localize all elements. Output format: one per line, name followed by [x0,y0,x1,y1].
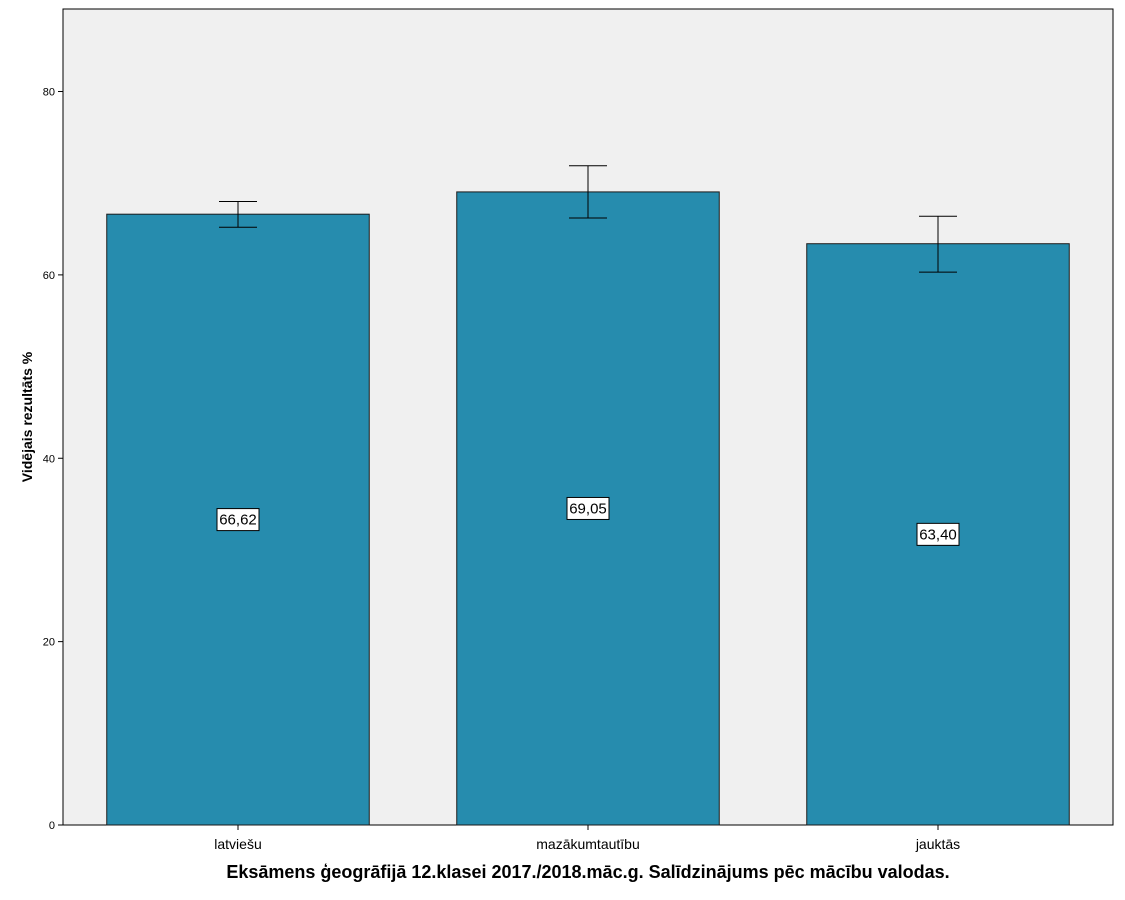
data-label-box [216,508,260,532]
data-labels: 66,62 69,05 63,40 [216,496,960,546]
x-category-label: mazākumtautību [536,836,640,852]
x-axis: latviešu mazākumtautību jauktās [214,825,960,852]
y-tick-label: 40 [43,453,55,465]
bars [106,191,1070,826]
data-label-box [916,522,960,546]
y-tick-label: 20 [43,637,55,649]
x-category-label: jauktās [915,836,960,852]
data-label: 66,62 [219,512,257,529]
x-category-label: latviešu [214,836,261,852]
data-label: 69,05 [569,500,607,517]
y-tick-label: 80 [43,87,55,99]
x-axis-title: Eksāmens ģeogrāfijā 12.klasei 2017./2018… [226,862,949,882]
data-label-box [566,496,610,520]
y-axis-title: Vidējais rezultāts % [19,351,35,482]
data-label: 63,40 [919,526,957,543]
error-bars [219,165,957,273]
y-tick-label: 0 [49,820,55,832]
y-axis: 0 20 40 60 80 [43,87,63,832]
y-tick-label: 60 [43,270,55,282]
